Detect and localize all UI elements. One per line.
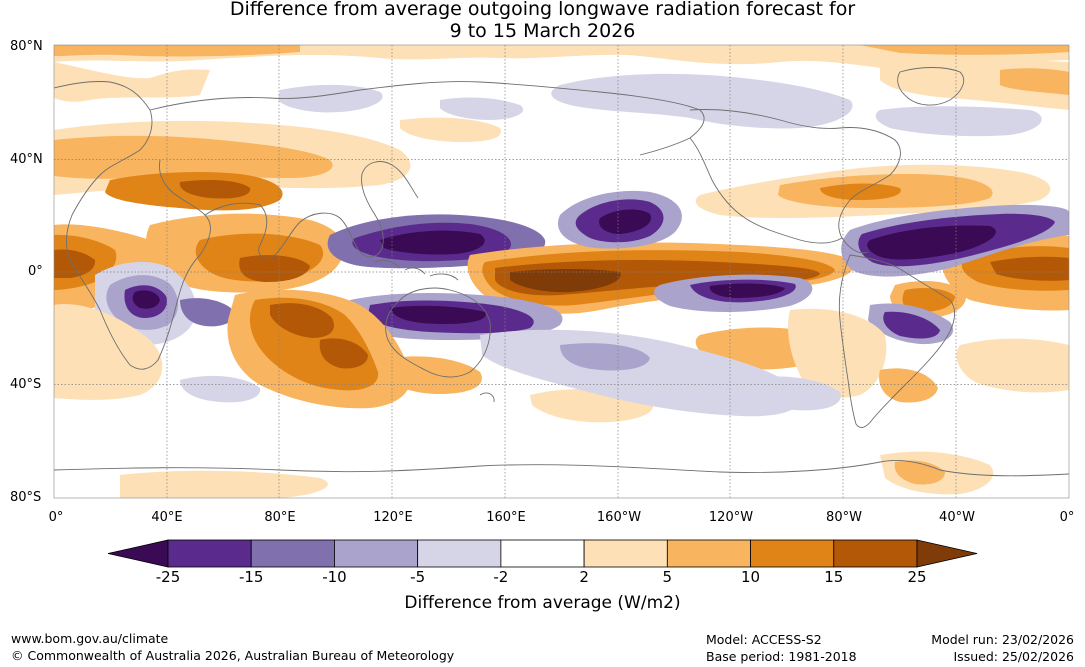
footer-issued: Issued: 25/02/2026 <box>953 649 1075 664</box>
lon-label-120e: 120°E <box>373 510 413 525</box>
northern-positive-zones <box>54 117 1051 219</box>
lon-label-160e: 160°E <box>486 510 526 525</box>
colorbar-segment <box>167 539 252 568</box>
colorbar-tick-label: 5 <box>662 568 673 586</box>
footer-model-run: Model run: 23/02/2026 <box>931 632 1074 647</box>
southern-positive-zones <box>54 289 1069 498</box>
footer-copyright: © Commonwealth of Australia 2026, Austra… <box>11 648 455 663</box>
lat-label-80s: 80°S <box>10 490 42 505</box>
lon-label-120w: 120°W <box>708 510 754 525</box>
colorbar-segment <box>750 539 835 568</box>
colorbar-extend-low <box>107 539 169 568</box>
map-frame <box>53 44 1070 499</box>
southern-negative-zones <box>180 329 841 417</box>
colorbar-extend-high <box>916 539 978 568</box>
colorbar-tick-label: -15 <box>238 568 264 586</box>
colorbar-segment <box>500 539 585 568</box>
colorbar-segment <box>250 539 335 568</box>
map-title-line-2: 9 to 15 March 2026 <box>449 20 636 42</box>
colorbar-tick-label: -2 <box>493 568 509 586</box>
footer-model: Model: ACCESS-S2 <box>706 632 822 647</box>
lat-label-40n: 40°N <box>10 152 43 167</box>
colorbar-label: Difference from average (W/m2) <box>404 593 681 613</box>
footer-dates: Model run: 23/02/2026 Issued: 25/02/2026 <box>931 631 1074 665</box>
colorbar-tick-label: -25 <box>155 568 181 586</box>
lat-label-40s: 40°S <box>10 377 42 392</box>
colorbar-tick-label: 25 <box>907 568 927 586</box>
colorbar-segment <box>833 539 918 568</box>
colorbar-segment <box>666 539 751 568</box>
colorbar-tick-label: -5 <box>410 568 426 586</box>
lat-label-equator: 0° <box>28 264 43 279</box>
lon-label-80e: 80°E <box>264 510 296 525</box>
colorbar-segment <box>417 539 502 568</box>
colorbar-tick-label: -10 <box>322 568 347 586</box>
lon-label-0-east: 0° <box>1059 510 1075 525</box>
lon-label-40w: 40°W <box>939 510 975 525</box>
colorbar-segment <box>334 539 419 568</box>
lon-label-80w: 80°W <box>826 510 862 525</box>
map-title-line-1: Difference from average outgoing longwav… <box>229 0 856 20</box>
map-graticule <box>54 45 1069 498</box>
footer-model-info: Model: ACCESS-S2 Base period: 1981-2018 <box>706 631 857 665</box>
colorbar-segment <box>583 539 668 568</box>
lon-label-40e: 40°E <box>151 510 183 525</box>
colorbar-tick-label: 15 <box>824 568 844 586</box>
footer-website[interactable]: www.bom.gov.au/climate <box>11 631 169 646</box>
lon-label-160w: 160°W <box>596 510 642 525</box>
lon-label-0-west: 0° <box>48 510 64 525</box>
footer-source: www.bom.gov.au/climate © Commonwealth of… <box>11 630 454 664</box>
lat-label-80n: 80°N <box>10 39 43 54</box>
northern-anomaly-bands <box>54 45 1069 110</box>
coastlines <box>54 67 1069 477</box>
footer-base-period: Base period: 1981-2018 <box>706 649 857 664</box>
tropical-anomaly-bands <box>54 190 1069 345</box>
northern-negative-zones <box>278 73 1042 137</box>
colorbar-tick-label: 2 <box>579 568 589 586</box>
colorbar-tick-label: 10 <box>741 568 761 586</box>
